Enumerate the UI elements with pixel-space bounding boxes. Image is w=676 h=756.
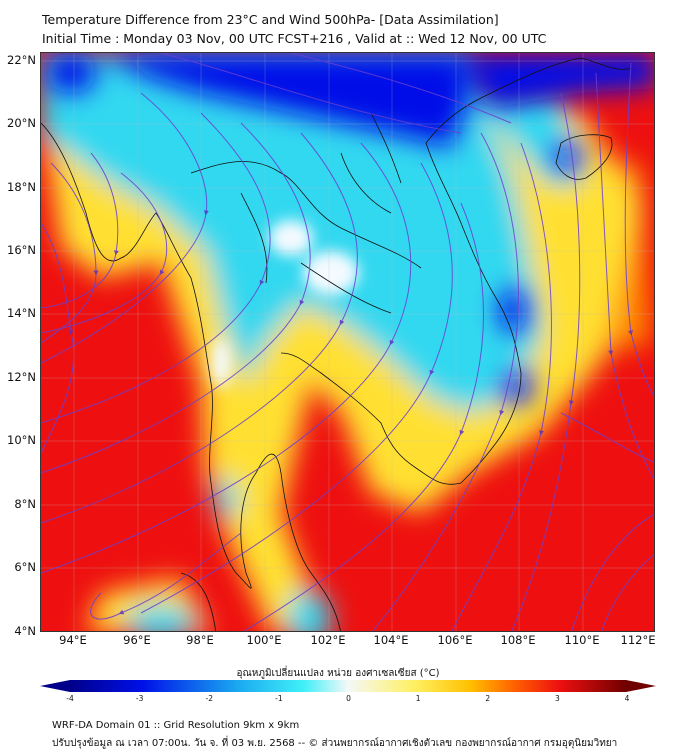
lon-label: 94°E — [59, 633, 87, 647]
lon-label: 104°E — [373, 633, 409, 647]
map-canvas — [41, 53, 654, 631]
lat-label: 6°N — [14, 560, 36, 574]
lon-label: 98°E — [186, 633, 214, 647]
lon-label: 106°E — [437, 633, 473, 647]
lon-label: 102°E — [310, 633, 346, 647]
lat-label: 12°N — [7, 370, 36, 384]
wind-streamlines — [41, 53, 654, 631]
colorbar-gradient — [70, 680, 626, 692]
colorbar-tick-label: 1 — [415, 694, 421, 703]
colorbar-tick-label: 3 — [554, 694, 560, 703]
colorbar-tick-label: 2 — [485, 694, 491, 703]
lon-label: 96°E — [123, 633, 151, 647]
footer-update-credit: ปรับปรุงข้อมูล ณ เวลา 07:00น. วัน จ. ที่… — [52, 738, 618, 749]
lat-label: 22°N — [7, 53, 36, 67]
footer-model-info: WRF-DA Domain 01 :: Grid Resolution 9km … — [52, 720, 300, 731]
map-subtitle: Initial Time : Monday 03 Nov, 00 UTC FCS… — [42, 31, 547, 46]
neutral-patches — [211, 220, 359, 388]
colorbar-max-extend — [626, 680, 656, 692]
lon-label: 108°E — [500, 633, 536, 647]
temperature-wind-map — [40, 52, 655, 632]
lat-label: 4°N — [14, 624, 36, 638]
colorbar-tick-label: 4 — [624, 694, 630, 703]
coastlines — [41, 57, 632, 631]
lon-label: 100°E — [246, 633, 282, 647]
lat-label: 14°N — [7, 306, 36, 320]
lat-label: 18°N — [7, 180, 36, 194]
lon-label: 112°E — [620, 633, 656, 647]
map-title: Temperature Difference from 23°C and Win… — [42, 12, 499, 27]
colorbar-tick-label: 0 — [346, 694, 351, 703]
colorbar-tick-label: -2 — [205, 694, 213, 703]
colorbar — [40, 680, 656, 692]
lat-label: 16°N — [7, 243, 36, 257]
lat-label: 10°N — [7, 433, 36, 447]
colorbar-tick-label: -4 — [66, 694, 74, 703]
colorbar-min-extend — [40, 680, 70, 692]
lat-label: 8°N — [14, 497, 36, 511]
colorbar-tick-label: -3 — [135, 694, 144, 703]
colorbar-title: อุณหภูมิเปลี่ยนแปลง หน่วย องศาเซลเซียส (… — [236, 668, 440, 679]
lon-label: 110°E — [564, 633, 600, 647]
colorbar-tick-label: -1 — [275, 694, 283, 703]
lat-label: 20°N — [7, 116, 36, 130]
